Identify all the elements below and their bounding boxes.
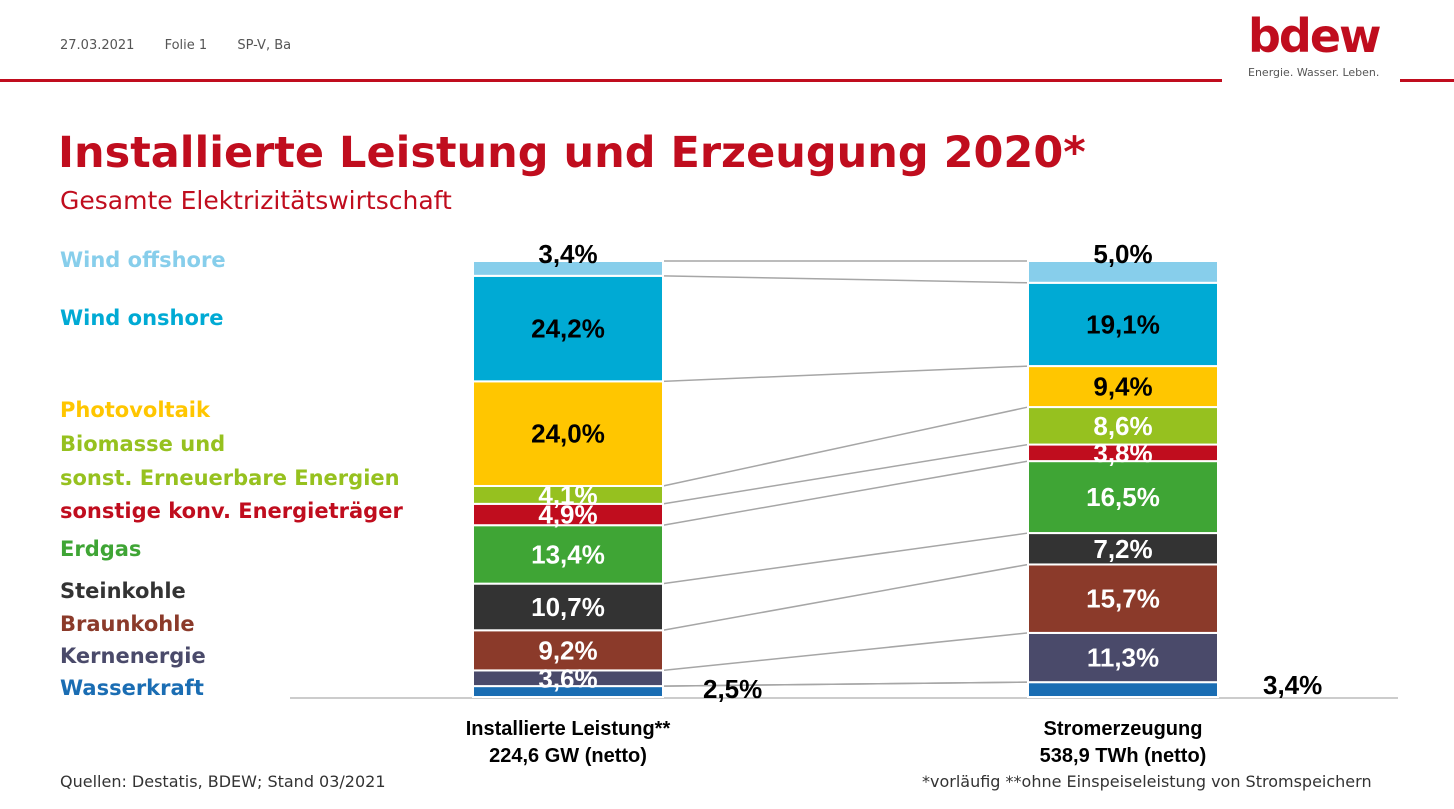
- data-label: 15,7%: [1086, 584, 1160, 614]
- connector-line: [662, 681, 1029, 687]
- bar-segment: [1027, 631, 1219, 684]
- bar-segment: [472, 274, 664, 383]
- category-unit-label: 538,9 TWh (netto): [1040, 745, 1207, 767]
- category-label: Installierte Leistung**: [466, 718, 671, 740]
- data-label: 24,0%: [531, 419, 605, 449]
- data-label: 4,1%: [538, 480, 597, 510]
- bar-segment: [1027, 406, 1219, 446]
- connector-line: [662, 443, 1029, 505]
- legend-wind-onshore: Wind onshore: [60, 306, 224, 330]
- data-label: 9,2%: [538, 635, 597, 665]
- legend-steinkohle: Steinkohle: [60, 579, 186, 603]
- data-label: 16,5%: [1086, 482, 1160, 512]
- data-label: 4,9%: [538, 500, 597, 530]
- bar-segment: [1027, 460, 1219, 535]
- legend-kernenergie: Kernenergie: [60, 644, 206, 668]
- legend-wind-offshore: Wind offshore: [60, 248, 226, 272]
- header-rule-right: [1400, 79, 1454, 82]
- bar-segments: [290, 260, 1398, 699]
- data-labels: 2,5% 3,6%9,2% 10,7% 13,4% 4,9%4,1% 24,0% 24,2%…: [466, 239, 1323, 767]
- logo-tagline: Energie. Wasser. Leben.: [1248, 66, 1380, 79]
- connector-line: [662, 460, 1029, 526]
- data-label: 2,5%: [703, 674, 762, 704]
- bdew-logo: bdew Energie. Wasser. Leben.: [1248, 9, 1382, 79]
- bar-segment: [472, 380, 664, 487]
- legend-biomasse-line1: Biomasse und: [60, 432, 226, 456]
- connector-lines: [662, 260, 1029, 687]
- legend-sonstige-konv: sonstige konv. Energieträger: [60, 499, 403, 523]
- connector-line: [662, 563, 1029, 632]
- legend-braunkohle: Braunkohle: [60, 612, 195, 636]
- legend-photovoltaik: Photovoltaik: [60, 398, 210, 422]
- page-subtitle: Gesamte Elektrizitätswirtschaft: [60, 186, 452, 215]
- header-slide: Folie 1: [164, 38, 208, 53]
- page-title: Installierte Leistung und Erzeugung 2020…: [58, 128, 1086, 178]
- connector-line: [662, 275, 1029, 284]
- data-label: 3,8%: [1093, 438, 1152, 468]
- legend-biomasse-line2: sonst. Erneuerbare Energien: [60, 466, 400, 490]
- data-label: 5,0%: [1093, 239, 1152, 269]
- bar-segment: [1027, 681, 1219, 699]
- bar-segment: [1027, 260, 1219, 284]
- connector-line: [662, 365, 1029, 383]
- category-label: Stromerzeugung: [1044, 718, 1203, 740]
- bar-segment: [472, 629, 664, 672]
- sources-note: Quellen: Destatis, BDEW; Stand 03/2021: [60, 772, 386, 791]
- connector-line: [662, 632, 1029, 672]
- data-label: 13,4%: [531, 539, 605, 569]
- data-label: 19,1%: [1086, 309, 1160, 339]
- data-label: 10,7%: [531, 592, 605, 622]
- header-author: SP-V, Ba: [237, 38, 292, 53]
- data-label: 3,4%: [538, 239, 597, 269]
- bar-segment: [1027, 563, 1219, 634]
- data-label: 3,4%: [1263, 670, 1322, 700]
- legend-erdgas: Erdgas: [60, 537, 142, 561]
- legend-wasserkraft: Wasserkraft: [60, 676, 204, 700]
- data-label: 3,6%: [538, 663, 597, 693]
- bar-segment: [472, 260, 664, 277]
- data-label: 24,2%: [531, 314, 605, 344]
- header-meta: 27.03.2021 Folie 1 SP-V, Ba: [60, 38, 317, 53]
- data-label: 7,2%: [1093, 534, 1152, 564]
- logo-wordmark: bdew: [1248, 9, 1382, 63]
- data-label: 8,6%: [1093, 411, 1152, 441]
- data-label: 11,3%: [1087, 643, 1159, 673]
- header-date: 27.03.2021: [60, 38, 135, 53]
- category-unit-label: 224,6 GW (netto): [489, 745, 647, 767]
- data-label: 9,4%: [1093, 372, 1152, 402]
- header-rule-left: [0, 79, 1222, 82]
- connector-line: [662, 406, 1029, 487]
- connector-line: [662, 532, 1029, 585]
- footnote: *vorläufig **ohne Einspeiseleistung von …: [922, 772, 1372, 791]
